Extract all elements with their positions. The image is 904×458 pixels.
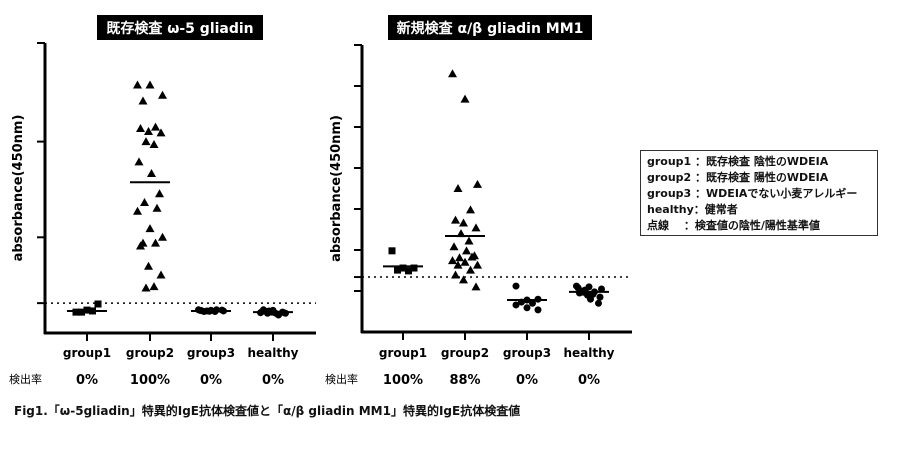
data-point	[451, 215, 460, 224]
data-point	[399, 264, 407, 272]
data-point	[394, 266, 401, 274]
data-point	[466, 265, 475, 274]
legend-item: 点線 ：検査値の陰性/陽性基準値	[647, 219, 820, 232]
data-point	[140, 198, 149, 206]
data-point	[388, 247, 396, 255]
x-tick-label: healthy	[564, 346, 615, 360]
data-point	[596, 293, 604, 301]
data-point	[134, 157, 144, 166]
data-point	[264, 309, 271, 317]
data-point	[138, 96, 148, 105]
data-point	[152, 203, 162, 212]
data-point	[466, 205, 475, 214]
data-point	[156, 128, 166, 137]
data-point	[462, 246, 471, 255]
detection-rate: 0%	[200, 373, 222, 388]
detection-rate: 0%	[578, 373, 600, 388]
x-tick-label: group3	[187, 346, 235, 360]
title-box	[97, 15, 263, 40]
y-axis-label: absorbance(450nm)	[11, 115, 26, 262]
data-point	[136, 124, 145, 133]
x-tick-label: group2	[126, 346, 174, 360]
x-tick-label: group2	[441, 346, 489, 360]
data-point	[471, 282, 481, 291]
data-point	[459, 275, 468, 284]
detection-rate: 0%	[516, 373, 538, 388]
data-point	[133, 206, 142, 215]
data-point	[145, 224, 155, 233]
x-tick-label: group1	[63, 346, 111, 360]
data-point	[467, 252, 477, 261]
data-point	[147, 169, 156, 177]
legend-item: group3 ：WDEIAでない小麦アレルギー	[647, 187, 858, 200]
data-point	[595, 299, 602, 307]
data-point	[158, 90, 167, 99]
data-point	[158, 232, 167, 241]
x-tick-label: group3	[503, 346, 551, 360]
x-tick-label: group1	[379, 346, 427, 360]
data-point	[72, 308, 80, 316]
data-point	[449, 242, 459, 251]
data-point	[410, 264, 418, 272]
data-point	[512, 301, 520, 309]
data-point	[448, 256, 457, 265]
data-point	[144, 261, 153, 270]
data-point	[529, 299, 536, 307]
data-point	[471, 223, 481, 232]
data-point	[133, 80, 142, 89]
data-point	[460, 257, 470, 266]
data-point	[156, 270, 166, 279]
data-point	[523, 304, 531, 312]
data-point	[453, 260, 463, 269]
legend-item: healthy：健常者	[647, 203, 738, 216]
data-point	[141, 283, 151, 292]
data-point	[145, 80, 155, 89]
detection-rate-label: 検出率	[9, 372, 42, 386]
chart-1: 既存検査 ω-5 gliadin absorbance(450nm) 検出率 grou…	[9, 15, 316, 388]
data-point	[574, 284, 582, 292]
chart-2: 新規検査 α/β gliadin MM1 absorbance(450nm) 検出率…	[325, 15, 632, 388]
data-point	[405, 267, 412, 275]
data-point	[473, 260, 482, 269]
data-point	[78, 308, 85, 316]
data-point	[598, 285, 605, 293]
data-point	[473, 179, 482, 188]
data-point	[451, 270, 460, 279]
data-point	[149, 282, 159, 291]
data-point	[512, 282, 520, 290]
detection-rate: 0%	[262, 373, 284, 388]
detection-rate: 100%	[383, 373, 423, 388]
data-point	[136, 241, 145, 250]
title-box	[388, 15, 592, 40]
data-point	[141, 137, 151, 146]
detection-rate: 0%	[76, 373, 98, 388]
x-tick-label: healthy	[248, 346, 299, 360]
data-point	[448, 69, 457, 78]
data-point	[460, 94, 470, 103]
data-point	[151, 122, 160, 131]
data-point	[459, 218, 468, 227]
figure-caption: Fig1.「ω-5gliadin」特異的IgE抗体検査値と「α/β gliadi…	[14, 404, 521, 418]
data-point	[534, 306, 542, 314]
data-point	[149, 140, 159, 148]
data-point	[587, 295, 594, 303]
legend: group1 ：既存検査 陰性のWDEIA group2 ：既存検査 陽性のWD…	[640, 150, 878, 236]
data-point	[94, 300, 102, 308]
data-point	[453, 184, 463, 192]
data-point	[455, 253, 464, 262]
detection-rate-label: 検出率	[325, 372, 358, 386]
detection-rate: 88%	[449, 373, 480, 388]
data-point	[151, 238, 160, 247]
chart-title: 既存検査 ω-5 gliadin	[106, 20, 253, 37]
y-axis-label: absorbance(450nm)	[329, 115, 344, 262]
data-point	[464, 236, 474, 245]
data-point	[155, 189, 164, 198]
data-point	[144, 126, 153, 135]
legend-item: group1 ：既存検査 陰性のWDEIA	[647, 155, 829, 168]
detection-rate: 100%	[130, 373, 170, 388]
chart-title: 新規検査 α/β gliadin MM1	[397, 20, 584, 37]
legend-item: group2 ：既存検査 陽性のWDEIA	[647, 171, 829, 184]
